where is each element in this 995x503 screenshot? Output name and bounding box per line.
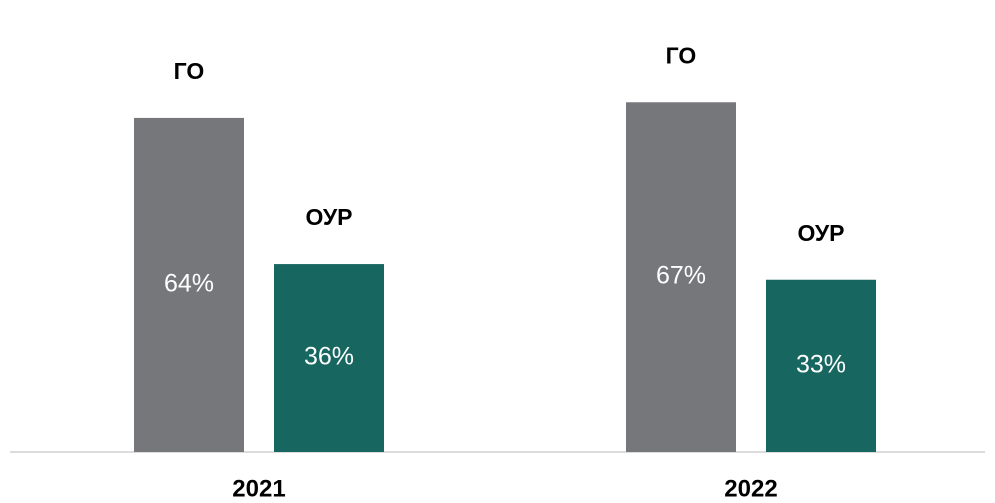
value-label: 67% — [656, 262, 706, 290]
series-label: ГО — [666, 42, 697, 68]
value-label: 64% — [164, 270, 214, 298]
x-tick-label: 2021 — [232, 475, 285, 502]
value-label: 36% — [304, 343, 354, 371]
series-label: ГО — [174, 58, 205, 84]
series-label: ОУР — [798, 220, 845, 246]
bar — [134, 117, 244, 453]
bar — [626, 102, 736, 452]
bar — [274, 264, 384, 452]
bar — [766, 279, 876, 452]
value-label: 33% — [796, 350, 846, 378]
x-tick-label: 2022 — [724, 475, 777, 502]
series-label: ОУР — [306, 204, 353, 230]
